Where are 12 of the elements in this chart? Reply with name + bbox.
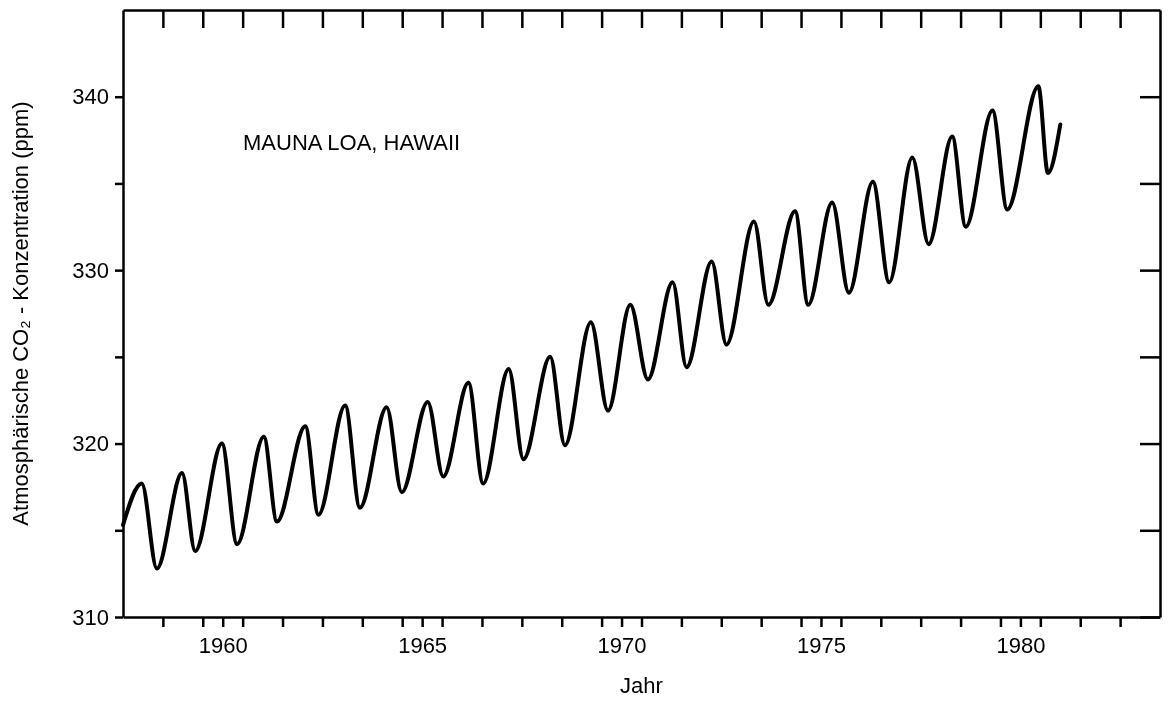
- annotation: MAUNA LOA, HAWAII: [243, 130, 461, 155]
- y-tick-label: 330: [72, 257, 109, 283]
- y-axis-title: Atmosphärische CO₂ - Konzentration (ppm): [8, 101, 33, 526]
- x-tick-label: 1960: [198, 632, 248, 658]
- x-tick-label: 1980: [996, 632, 1046, 658]
- x-tick-label: 1965: [398, 632, 448, 658]
- x-tick-label: 1975: [797, 632, 846, 658]
- x-axis-title: Jahr: [620, 673, 663, 698]
- y-tick-label: 340: [72, 84, 109, 110]
- y-tick-label: 310: [72, 604, 109, 630]
- y-tick-label: 320: [72, 431, 109, 457]
- x-tick-label: 1970: [597, 632, 647, 658]
